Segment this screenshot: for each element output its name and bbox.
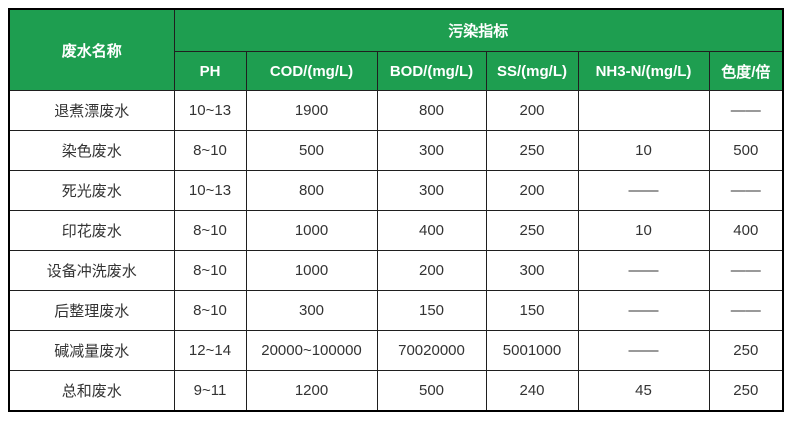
value-cell: —— — [577, 250, 710, 291]
value-cell: 250 — [708, 330, 784, 371]
table-row: 总和废水 9~11 1200 500 240 45 250 — [8, 370, 784, 411]
row-name-cell: 总和废水 — [8, 370, 175, 411]
value-cell: 500 — [708, 130, 784, 171]
value-cell: 8~10 — [173, 130, 247, 171]
value-cell: 10 — [577, 130, 710, 171]
value-cell: 1000 — [245, 210, 378, 251]
value-cell: 1900 — [245, 90, 378, 131]
table-header: 废水名称 污染指标 PH COD/(mg/L) BOD/(mg/L) SS/(mg/L… — [8, 8, 784, 91]
row-name-cell: 碱减量废水 — [8, 330, 175, 371]
column-header-row: PH COD/(mg/L) BOD/(mg/L) SS/(mg/L) NH3-N/(mg… — [9, 51, 784, 91]
table-row: 印花废水 8~10 1000 400 250 10 400 — [8, 210, 784, 251]
value-cell: 20000~100000 — [245, 330, 378, 371]
value-cell: 300 — [485, 250, 579, 291]
value-cell: —— — [577, 290, 710, 331]
value-cell: 400 — [376, 210, 487, 251]
table-row: 后整理废水 8~10 300 150 150 —— —— — [8, 290, 784, 331]
column-header-cell: SS/(mg/L) — [485, 51, 579, 91]
value-cell — [577, 90, 710, 131]
value-cell: 400 — [708, 210, 784, 251]
value-cell: 8~10 — [173, 210, 247, 251]
table-row: 设备冲洗废水 8~10 1000 200 300 —— —— — [8, 250, 784, 291]
value-cell: 250 — [485, 130, 579, 171]
row-name-cell: 退煮漂废水 — [8, 90, 175, 131]
value-cell: 8~10 — [173, 290, 247, 331]
value-cell: 500 — [245, 130, 378, 171]
table-row: 退煮漂废水 10~13 1900 800 200 —— — [8, 90, 784, 131]
table-row: 死光废水 10~13 800 300 200 —— —— — [8, 170, 784, 211]
table-row: 染色废水 8~10 500 300 250 10 500 — [8, 130, 784, 171]
row-name-cell: 染色废水 — [8, 130, 175, 171]
table-row: 碱减量废水 12~14 20000~100000 70020000 5001000 —— 2… — [8, 330, 784, 371]
value-cell: 200 — [376, 250, 487, 291]
value-cell: 1200 — [245, 370, 378, 411]
value-cell: 800 — [376, 90, 487, 131]
value-cell: 150 — [376, 290, 487, 331]
corner-header-cell: 废水名称 — [8, 8, 175, 91]
column-header-cell: PH — [173, 51, 247, 91]
value-cell: 1000 — [245, 250, 378, 291]
value-cell: 45 — [577, 370, 710, 411]
value-cell: 70020000 — [376, 330, 487, 371]
row-name-cell: 死光废水 — [8, 170, 175, 211]
value-cell: 250 — [485, 210, 579, 251]
table-body: 退煮漂废水 10~13 1900 800 200 —— 染色废水 8~10 500 300 250 1… — [8, 90, 784, 411]
value-cell: 10 — [577, 210, 710, 251]
row-name-cell: 设备冲洗废水 — [8, 250, 175, 291]
value-cell: 8~10 — [173, 250, 247, 291]
value-cell: —— — [708, 90, 784, 131]
row-name-cell: 后整理废水 — [8, 290, 175, 331]
row-name-cell: 印花废水 — [8, 210, 175, 251]
value-cell: —— — [577, 170, 710, 211]
value-cell: —— — [708, 250, 784, 291]
value-cell: 200 — [485, 90, 579, 131]
value-cell: —— — [708, 170, 784, 211]
value-cell: 10~13 — [173, 90, 247, 131]
column-header-cell: NH3-N/(mg/L) — [577, 51, 710, 91]
value-cell: 300 — [376, 170, 487, 211]
column-header-cell: BOD/(mg/L) — [376, 51, 487, 91]
value-cell: 800 — [245, 170, 378, 211]
value-cell: 150 — [485, 290, 579, 331]
group-header-row: 废水名称 污染指标 — [8, 8, 784, 91]
wastewater-table: 废水名称 污染指标 PH COD/(mg/L) BOD/(mg/L) SS/(mg/L… — [8, 8, 785, 412]
value-cell: 10~13 — [173, 170, 247, 211]
value-cell: 12~14 — [173, 330, 247, 371]
value-cell: 240 — [485, 370, 579, 411]
value-cell: 250 — [708, 370, 784, 411]
value-cell: —— — [708, 290, 784, 331]
column-header-cell: COD/(mg/L) — [245, 51, 378, 91]
value-cell: 500 — [376, 370, 487, 411]
group-header-cell: 污染指标 — [173, 8, 784, 52]
value-cell: 9~11 — [173, 370, 247, 411]
value-cell: 5001000 — [485, 330, 579, 371]
value-cell: 300 — [245, 290, 378, 331]
value-cell: —— — [577, 330, 710, 371]
table-container: 废水名称 污染指标 PH COD/(mg/L) BOD/(mg/L) SS/(mg/L… — [8, 8, 785, 412]
value-cell: 300 — [376, 130, 487, 171]
column-header-cell: 色度/倍 — [708, 51, 784, 91]
value-cell: 200 — [485, 170, 579, 211]
